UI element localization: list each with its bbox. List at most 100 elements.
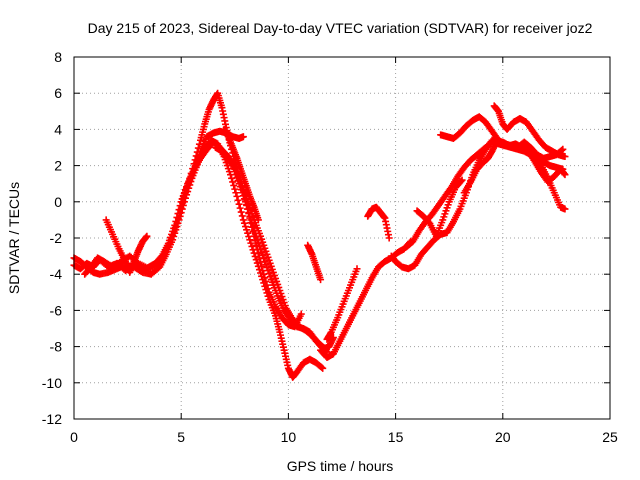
- data-point: [177, 204, 185, 212]
- y-tick-label: 6: [54, 85, 62, 101]
- data-point: [171, 223, 179, 231]
- series-track-16: [437, 113, 567, 162]
- data-point: [239, 133, 247, 141]
- data-point: [257, 258, 265, 266]
- data-point: [229, 178, 237, 186]
- data-point: [237, 208, 245, 216]
- data-point: [230, 182, 238, 190]
- data-point: [246, 236, 254, 244]
- data-point: [166, 239, 174, 247]
- data-point: [253, 245, 261, 253]
- data-point: [174, 214, 182, 222]
- y-tick-label: -2: [50, 230, 63, 246]
- data-point: [246, 214, 254, 222]
- data-point: [259, 267, 267, 275]
- data-point: [252, 241, 260, 249]
- data-point: [248, 242, 256, 250]
- data-point: [319, 364, 327, 372]
- data-point: [263, 281, 271, 289]
- data-point: [247, 239, 255, 247]
- y-tick-label: 2: [54, 158, 62, 174]
- data-point: [559, 145, 567, 153]
- series-track-4: [81, 89, 305, 331]
- data-point: [178, 205, 186, 213]
- data-point: [261, 274, 269, 282]
- data-marks: [70, 89, 569, 381]
- data-point: [164, 243, 172, 251]
- data-point: [169, 231, 177, 239]
- y-tick-label: -12: [42, 411, 62, 427]
- data-point: [258, 262, 266, 270]
- data-point: [243, 226, 251, 234]
- y-tick-label: -4: [50, 266, 63, 282]
- y-axis: -12 -10 -8 -6 -4 -2 0 2 4 6 8: [42, 49, 610, 427]
- x-axis-title: GPS time / hours: [287, 458, 394, 474]
- y-axis-title: SDTVAR / TECUs: [6, 182, 22, 294]
- data-point: [143, 232, 151, 240]
- data-point: [561, 205, 569, 213]
- data-point: [262, 277, 270, 285]
- data-point: [170, 227, 178, 235]
- series-track-2: [70, 136, 327, 381]
- data-point: [457, 177, 465, 185]
- data-point: [249, 228, 257, 236]
- series-track-14: [413, 176, 466, 240]
- data-point: [561, 171, 569, 179]
- data-point: [176, 209, 184, 217]
- data-point: [234, 196, 242, 204]
- y-tick-label: -6: [50, 302, 63, 318]
- data-point: [561, 153, 569, 161]
- data-point: [238, 212, 246, 220]
- y-tick-label: -8: [50, 339, 63, 355]
- data-point: [253, 259, 261, 267]
- chart-title: Day 215 of 2023, Sidereal Day-to-day VTE…: [88, 20, 593, 36]
- data-point: [233, 192, 241, 200]
- series-track-10: [323, 265, 361, 343]
- data-point: [239, 216, 247, 224]
- series-track-7: [220, 125, 262, 224]
- series-track-9: [317, 238, 415, 361]
- x-axis: 0 5 10 15 20 25: [70, 57, 618, 445]
- data-point: [250, 232, 258, 240]
- data-point: [260, 270, 268, 278]
- data-point: [297, 310, 305, 318]
- data-point: [318, 363, 326, 371]
- data-point: [353, 265, 361, 273]
- data-point: [231, 185, 239, 193]
- data-point: [235, 200, 243, 208]
- y-tick-label: 4: [54, 121, 62, 137]
- grid: [74, 57, 610, 419]
- data-point: [242, 223, 250, 231]
- series-track-8: [304, 241, 325, 284]
- data-point: [248, 223, 256, 231]
- series-track-11: [364, 203, 393, 242]
- data-point: [227, 171, 235, 179]
- data-point: [254, 216, 262, 224]
- data-point: [244, 229, 252, 237]
- y-tick-label: 8: [54, 49, 62, 65]
- data-point: [240, 219, 248, 227]
- x-tick-label: 5: [177, 429, 185, 445]
- y-tick-label: -10: [42, 375, 62, 391]
- data-point: [167, 235, 175, 243]
- series-track-13: [402, 140, 494, 251]
- data-point: [255, 254, 263, 262]
- data-point: [458, 176, 466, 184]
- x-tick-label: 15: [388, 429, 404, 445]
- data-point: [232, 189, 240, 197]
- data-point: [173, 220, 181, 228]
- data-point: [251, 237, 259, 245]
- y-tick-label: 0: [54, 194, 62, 210]
- data-point: [385, 234, 393, 242]
- x-tick-label: 20: [495, 429, 511, 445]
- data-point: [317, 276, 325, 284]
- x-tick-label: 0: [70, 429, 78, 445]
- x-tick-label: 25: [602, 429, 618, 445]
- data-point: [264, 285, 272, 293]
- series-track-17: [490, 102, 569, 161]
- data-point: [485, 141, 493, 149]
- series-track-18: [525, 147, 569, 186]
- x-tick-label: 10: [281, 429, 297, 445]
- data-point: [254, 250, 262, 258]
